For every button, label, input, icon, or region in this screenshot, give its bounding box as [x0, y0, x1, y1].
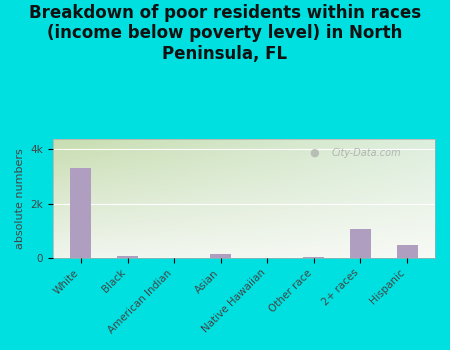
Bar	[396, 245, 418, 258]
Bar	[350, 230, 371, 258]
Bar	[117, 256, 138, 258]
Text: City-Data.com: City-Data.com	[332, 148, 401, 158]
Bar	[117, 256, 138, 258]
Bar	[71, 168, 91, 258]
Bar	[303, 257, 324, 258]
Bar	[396, 245, 418, 258]
Bar	[210, 254, 231, 258]
Y-axis label: absolute numbers: absolute numbers	[15, 148, 25, 248]
Text: Breakdown of poor residents within races
(income below poverty level) in North
P: Breakdown of poor residents within races…	[29, 4, 421, 63]
Text: ●: ●	[310, 148, 320, 158]
Bar	[350, 230, 371, 258]
Bar	[210, 254, 231, 258]
Bar	[71, 168, 91, 258]
Bar	[303, 257, 324, 258]
